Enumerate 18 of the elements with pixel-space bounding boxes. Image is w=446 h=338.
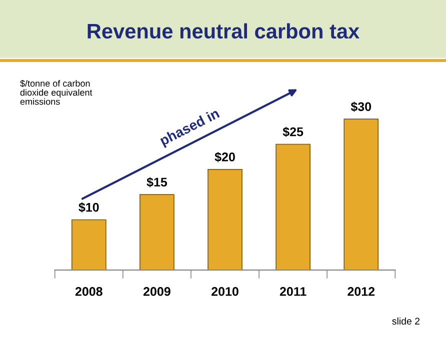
x-tick-label: 2009	[143, 287, 170, 296]
data-label: $20	[214, 152, 235, 162]
x-tick-label: 2008	[75, 287, 102, 296]
data-label: $30	[350, 102, 372, 112]
x-tick-label: 2011	[280, 287, 306, 296]
bar	[276, 144, 310, 270]
bar	[344, 118, 379, 270]
x-tick-label: 2010	[212, 287, 238, 296]
bar	[140, 194, 174, 270]
bar	[71, 219, 106, 270]
data-label: $25	[282, 126, 304, 138]
bar	[208, 168, 242, 270]
y-axis-title: $/tonne of carbon dioxide equivalent emissions	[20, 80, 92, 105]
data-label: $15	[146, 177, 168, 188]
text: slide 2	[392, 317, 420, 325]
data-label: $10	[78, 202, 99, 213]
x-tick-label: 2012	[348, 287, 375, 296]
chart-title: Revenue neutral carbon tax	[88, 23, 360, 39]
